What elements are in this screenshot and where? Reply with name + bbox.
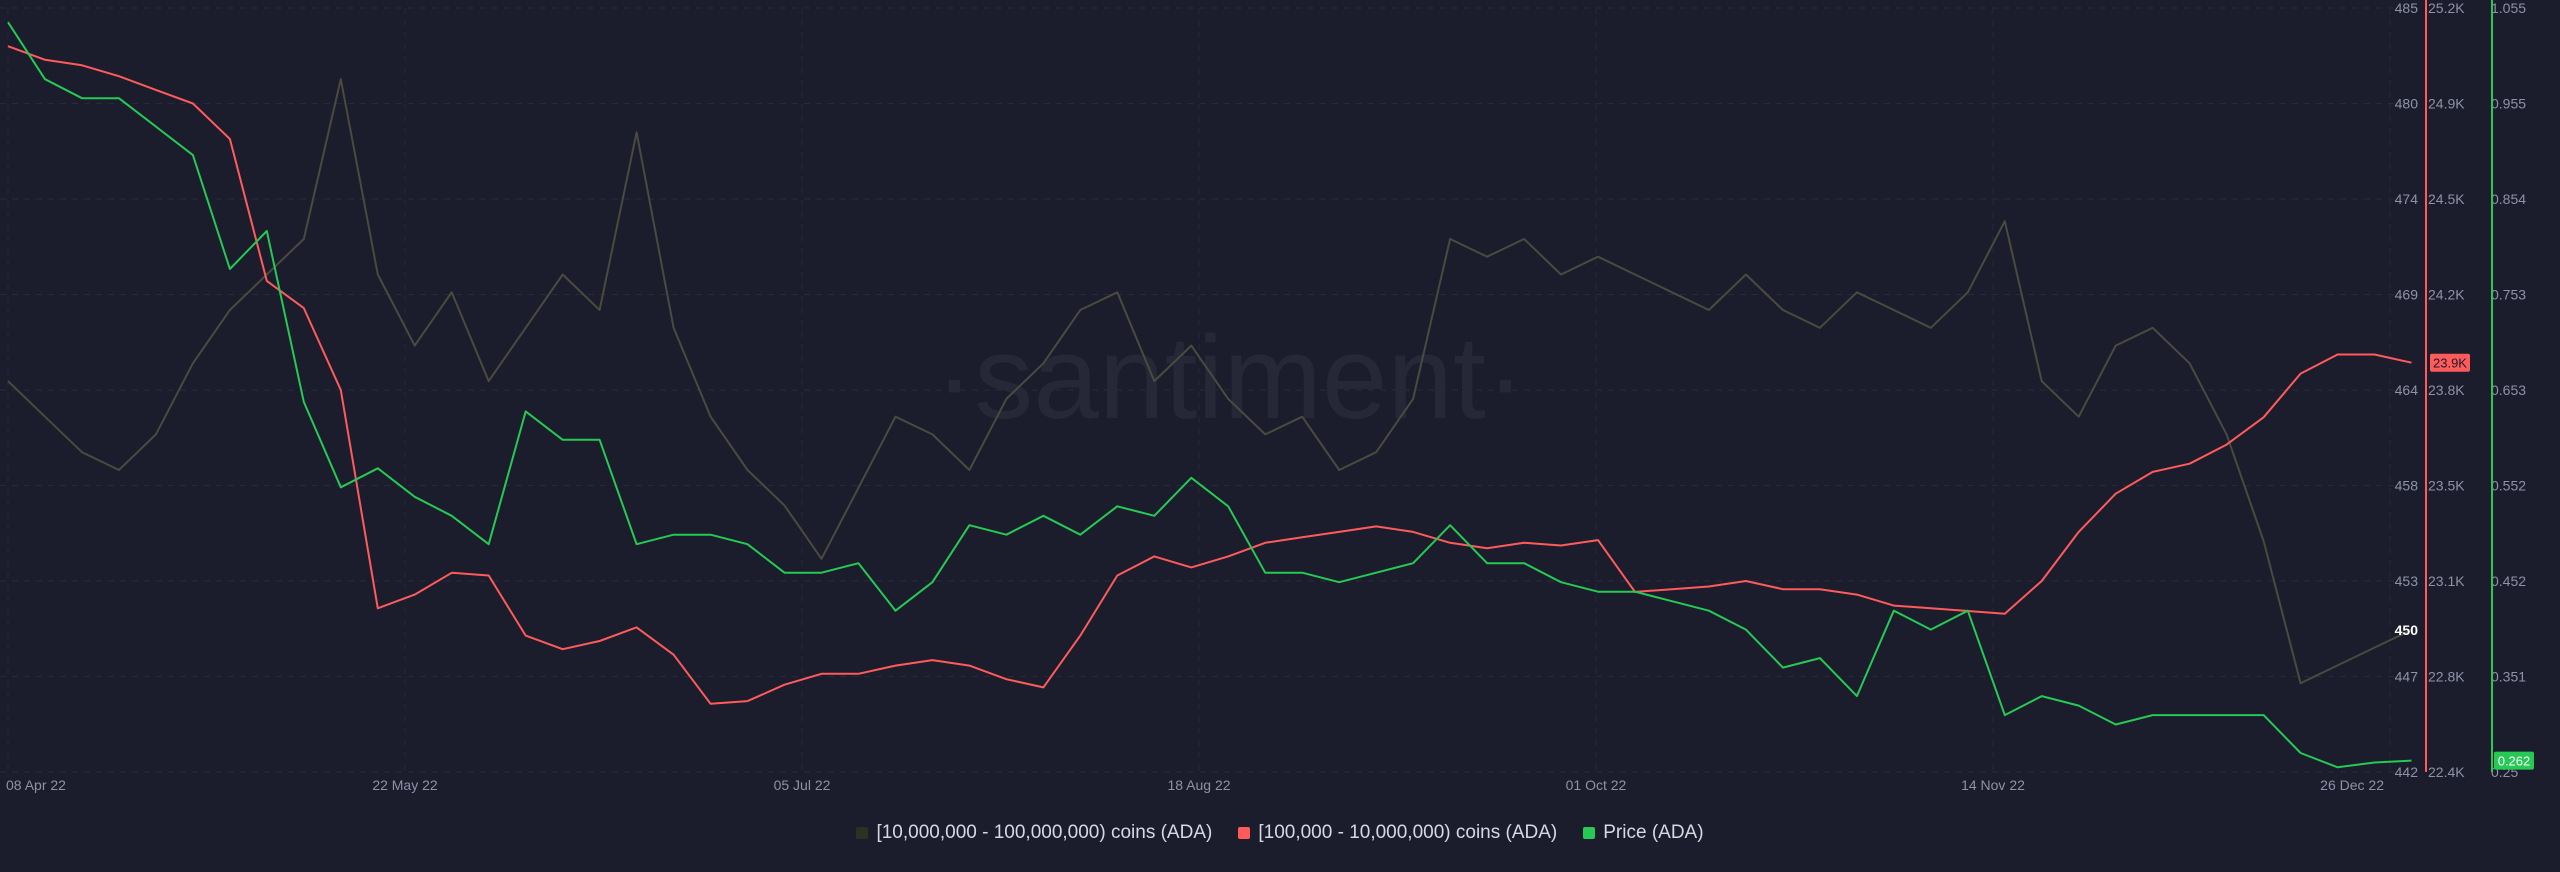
y-tick-label: 24.9K bbox=[2428, 96, 2465, 112]
y-tick-label: 442 bbox=[2395, 764, 2419, 780]
legend-item-10m-100m[interactable]: [10,000,000 - 100,000,000) coins (ADA) bbox=[856, 822, 1212, 844]
x-tick-label: 18 Aug 22 bbox=[1167, 777, 1230, 793]
y-tick-label: 0.955 bbox=[2491, 96, 2526, 112]
legend-swatch-100k-10m bbox=[1238, 827, 1251, 839]
y-tick-label: 25.2K bbox=[2428, 0, 2465, 16]
current-value-badge-bg bbox=[2430, 353, 2470, 372]
y-tick-label: 464 bbox=[2395, 382, 2419, 398]
y-tick-label: 0.753 bbox=[2491, 287, 2526, 303]
watermark: ·santiment· bbox=[935, 312, 1525, 444]
x-axis: 08 Apr 22 22 May 22 05 Jul 22 18 Aug 22 01 O… bbox=[6, 777, 2384, 793]
y-tick-label: 22.8K bbox=[2428, 669, 2465, 685]
x-tick-label: 05 Jul 22 bbox=[774, 777, 831, 793]
series-line-0 bbox=[7, 78, 2412, 685]
current-value-badge: 0.262 bbox=[2498, 754, 2531, 769]
y-tick-label: 0.351 bbox=[2491, 669, 2526, 685]
series-line-1 bbox=[7, 45, 2412, 705]
y-tick-label: 23.8K bbox=[2428, 382, 2465, 398]
y-tick-label: 474 bbox=[2395, 191, 2419, 207]
x-tick-label: 08 Apr 22 bbox=[6, 777, 66, 793]
current-value-badge: 450 bbox=[2395, 622, 2419, 638]
legend-label-10m-100m: [10,000,000 - 100,000,000) coins (ADA) bbox=[876, 822, 1213, 843]
series-layer bbox=[7, 21, 2412, 769]
y-tick-label: 22.4K bbox=[2428, 764, 2465, 780]
legend-label-100k-10m: [100,000 - 10,000,000) coins (ADA) bbox=[1258, 822, 1558, 843]
y-tick-label: 447 bbox=[2395, 669, 2419, 685]
y-tick-label: 0.452 bbox=[2491, 573, 2526, 589]
x-tick-label: 14 Nov 22 bbox=[1961, 777, 2025, 793]
y-tick-label: 485 bbox=[2395, 0, 2419, 16]
y-tick-label: 469 bbox=[2395, 287, 2419, 303]
y-tick-label: 1.055 bbox=[2491, 0, 2526, 16]
y-tick-label: 0.653 bbox=[2491, 382, 2526, 398]
y-tick-label: 480 bbox=[2395, 96, 2419, 112]
x-tick-label: 22 May 22 bbox=[372, 777, 438, 793]
y-tick-label: 24.2K bbox=[2428, 287, 2465, 303]
legend-item-price[interactable]: Price (ADA) bbox=[1583, 822, 1704, 844]
current-value-badge-bg bbox=[2494, 751, 2534, 770]
series-line-2 bbox=[7, 21, 2412, 769]
legend-swatch-price bbox=[1583, 827, 1596, 839]
grid-lines bbox=[0, 7, 2422, 773]
legend: [10,000,000 - 100,000,000) coins (ADA) [… bbox=[0, 820, 2560, 846]
current-value-badge: 23.9K bbox=[2433, 356, 2467, 371]
y-tick-label: 458 bbox=[2395, 478, 2419, 494]
y-tick-label: 0.854 bbox=[2491, 191, 2526, 207]
y-tick-label: 24.5K bbox=[2428, 191, 2465, 207]
legend-swatch-10m-100m bbox=[856, 827, 869, 839]
y-tick-label: 23.1K bbox=[2428, 573, 2465, 589]
x-tick-label: 26 Dec 22 bbox=[2320, 777, 2384, 793]
legend-label-price: Price (ADA) bbox=[1603, 822, 1704, 843]
y-tick-label: 453 bbox=[2395, 573, 2419, 589]
x-tick-label: 01 Oct 22 bbox=[1566, 777, 1627, 793]
y-tick-label: 23.5K bbox=[2428, 478, 2465, 494]
y-tick-label: 0.552 bbox=[2491, 478, 2526, 494]
legend-item-100k-10m[interactable]: [100,000 - 10,000,000) coins (ADA) bbox=[1238, 822, 1557, 844]
axes-layer: 485 480 474 469 464 458 453 447 442 25.2K 24.9K 24.… bbox=[2395, 0, 2534, 780]
